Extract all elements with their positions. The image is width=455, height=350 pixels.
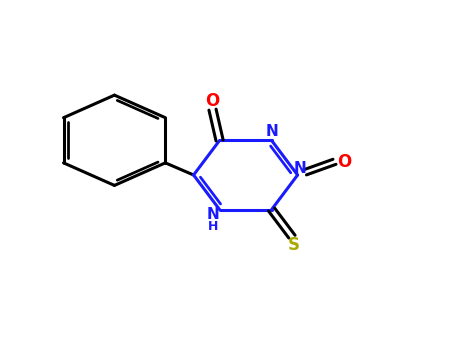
Text: O: O [337, 153, 352, 171]
Text: S: S [288, 236, 300, 254]
Text: N: N [265, 124, 278, 139]
Text: N: N [293, 161, 306, 176]
Text: O: O [205, 92, 220, 110]
Text: N: N [207, 207, 219, 222]
Text: H: H [207, 220, 218, 233]
